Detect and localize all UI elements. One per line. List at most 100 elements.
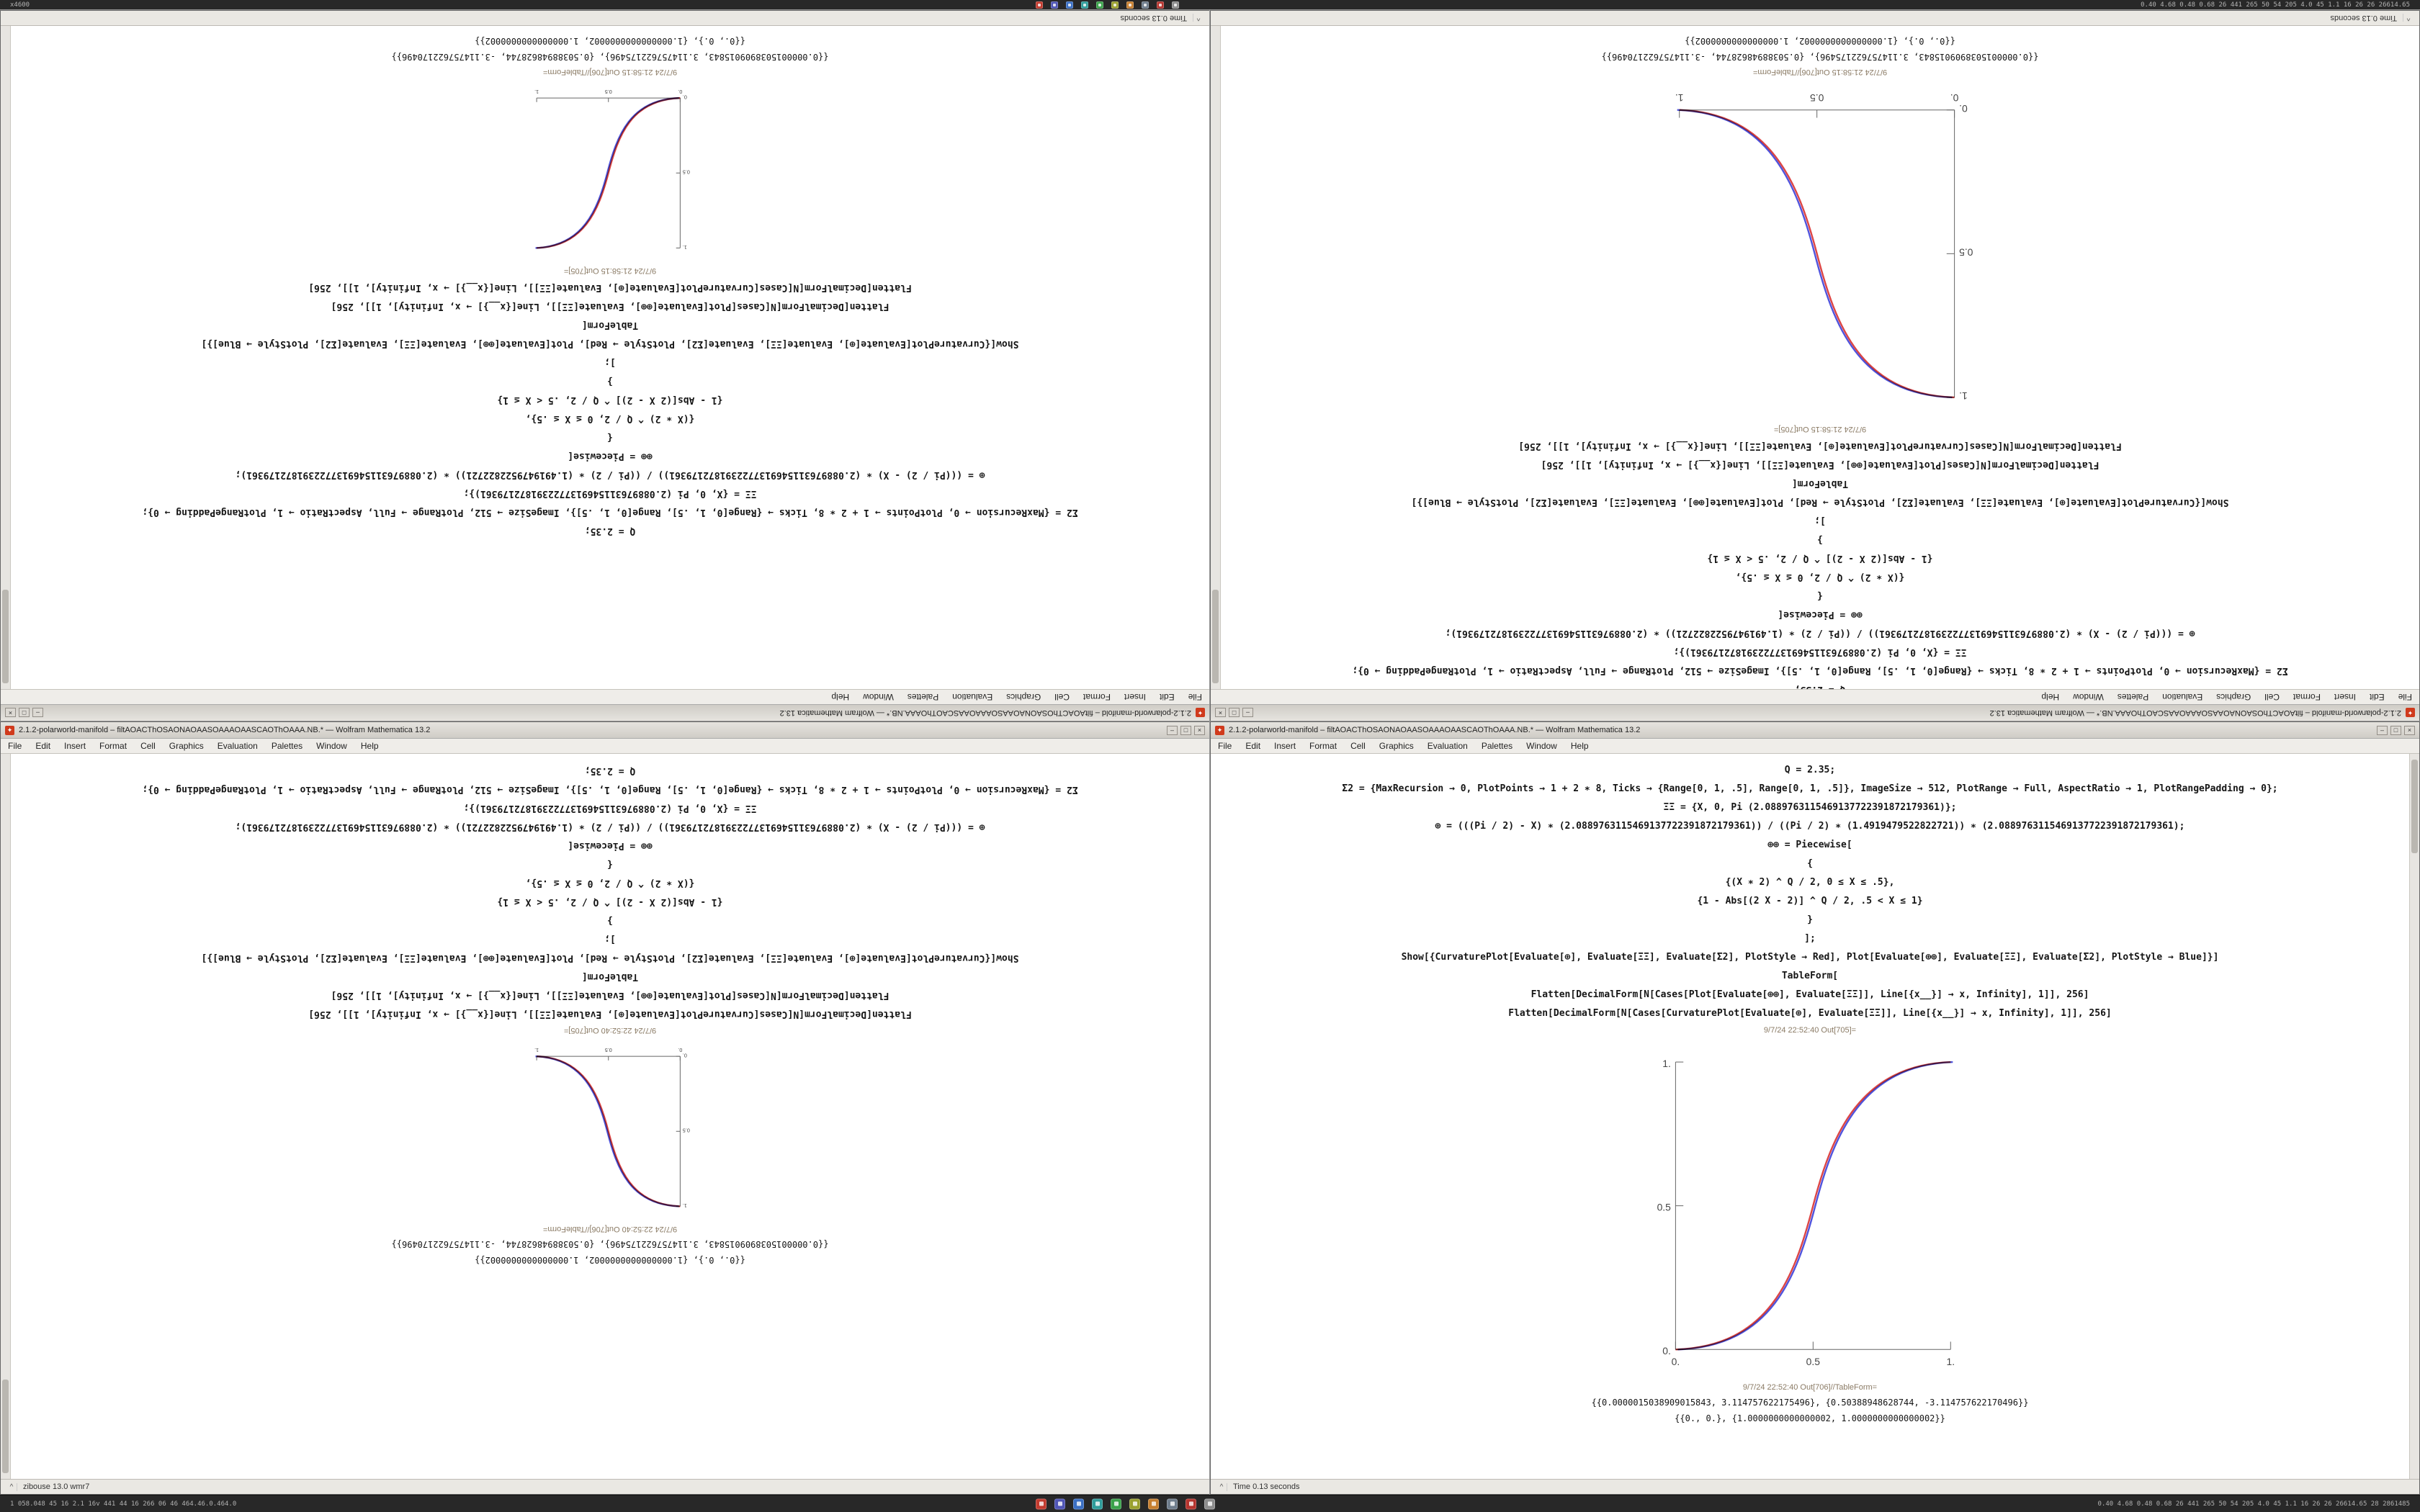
mathematica-window-bottom-right[interactable]: 2.1.2-polarworld-manifold – filtAOACThOS…	[1210, 721, 2420, 1495]
menu-palettes[interactable]: Palettes	[1481, 741, 1513, 751]
launcher-mail-olive-icon[interactable]	[1111, 1, 1119, 9]
maximize-button[interactable]: □	[1229, 708, 1240, 718]
minimize-button[interactable]: –	[1167, 725, 1178, 735]
status-expander[interactable]: ^	[6, 1482, 17, 1491]
notebook-content[interactable]: Q = 2.35; Σ2 = {MaxRecursion → 0, PlotPoi…	[11, 26, 1209, 689]
menu-help[interactable]: Help	[1570, 741, 1589, 751]
launcher-settings-slate-icon[interactable]	[1167, 1498, 1178, 1509]
menu-edit[interactable]: Edit	[2369, 692, 2385, 702]
menu-evaluation[interactable]: Evaluation	[1427, 741, 1468, 751]
launcher-files-teal-icon[interactable]	[1081, 1, 1088, 9]
maximize-button[interactable]: □	[2390, 725, 2401, 735]
maximize-button[interactable]: □	[1180, 725, 1191, 735]
notebook-content[interactable]: {{0., 0.}, {1.0000000000000002, 1.000000…	[11, 754, 1209, 1479]
menu-graphics[interactable]: Graphics	[169, 741, 204, 751]
minimize-button[interactable]: –	[1242, 708, 1253, 718]
launcher-chat-green-icon[interactable]	[1111, 1498, 1121, 1509]
menu-insert[interactable]: Insert	[1124, 692, 1146, 702]
launcher-app-indigo-icon[interactable]	[1054, 1498, 1065, 1509]
cell-flatten-1: Flatten[DecimalForm[N[Cases[Plot[Evaluat…	[1541, 459, 2099, 470]
menu-insert[interactable]: Insert	[64, 741, 86, 751]
minimize-button[interactable]: –	[2377, 725, 2388, 735]
window-titlebar[interactable]: 2.1.2-polarworld-manifold – filtAOACThOS…	[1211, 722, 2419, 739]
mathematica-window-top-right[interactable]: 2.1.2-polarworld-manifold – filtAOACThOS…	[1210, 10, 2420, 721]
scrollbar-thumb[interactable]	[2411, 760, 2418, 853]
menu-palettes[interactable]: Palettes	[907, 692, 939, 702]
menu-graphics[interactable]: Graphics	[1006, 692, 1041, 702]
scrollbar[interactable]	[1211, 26, 1221, 689]
menu-format[interactable]: Format	[2293, 692, 2321, 702]
close-button[interactable]: ×	[1215, 708, 1226, 718]
menu-cell[interactable]: Cell	[2264, 692, 2280, 702]
svg-text:0.: 0.	[683, 1052, 687, 1058]
cell-brace-close: }	[1817, 534, 1823, 545]
mathematica-window-top-left[interactable]: 2.1.2-polarworld-manifold – filtAOACThOS…	[0, 10, 1210, 721]
menu-edit[interactable]: Edit	[1159, 692, 1175, 702]
window-titlebar[interactable]: 2.1.2-polarworld-manifold – filtAOACThOS…	[1, 704, 1209, 721]
menu-window[interactable]: Window	[863, 692, 894, 702]
menu-cell[interactable]: Cell	[1054, 692, 1070, 702]
menu-window[interactable]: Window	[316, 741, 347, 751]
close-button[interactable]: ×	[1194, 725, 1205, 735]
launcher-app-gray-icon[interactable]	[1172, 1, 1179, 9]
menu-graphics[interactable]: Graphics	[2216, 692, 2251, 702]
scrollbar[interactable]	[1, 26, 11, 689]
menu-format[interactable]: Format	[1309, 741, 1337, 751]
launcher-files-teal-icon[interactable]	[1092, 1498, 1103, 1509]
menu-file[interactable]: File	[8, 741, 22, 751]
menu-graphics[interactable]: Graphics	[1379, 741, 1414, 751]
minimize-button[interactable]: –	[32, 708, 43, 718]
launcher-media-orange-icon[interactable]	[1148, 1498, 1159, 1509]
menu-cell[interactable]: Cell	[1350, 741, 1366, 751]
menu-help[interactable]: Help	[2041, 692, 2060, 702]
launcher-app-indigo-icon[interactable]	[1051, 1, 1058, 9]
scrollbar-thumb[interactable]	[2, 590, 9, 683]
menu-file[interactable]: File	[2398, 692, 2412, 702]
menu-insert[interactable]: Insert	[2334, 692, 2356, 702]
scrollbar-thumb[interactable]	[1212, 590, 1219, 683]
scrollbar[interactable]	[2409, 754, 2419, 1479]
menu-file[interactable]: File	[1218, 741, 1232, 751]
launcher-mail-olive-icon[interactable]	[1129, 1498, 1140, 1509]
menu-cell[interactable]: Cell	[140, 741, 156, 751]
menu-file[interactable]: File	[1188, 692, 1202, 702]
menu-insert[interactable]: Insert	[1274, 741, 1296, 751]
launcher-chat-green-icon[interactable]	[1096, 1, 1103, 9]
scrollbar[interactable]	[1, 754, 11, 1479]
launcher-editor-crimson-icon[interactable]	[1157, 1, 1164, 9]
launcher-terminal-red-icon[interactable]	[1036, 1498, 1047, 1509]
launcher-app-gray-icon[interactable]	[1204, 1498, 1215, 1509]
menu-evaluation[interactable]: Evaluation	[2162, 692, 2203, 702]
menu-edit[interactable]: Edit	[1245, 741, 1261, 751]
menu-palettes[interactable]: Palettes	[2117, 692, 2149, 702]
menu-evaluation[interactable]: Evaluation	[952, 692, 993, 702]
launcher-app-blue-icon[interactable]	[1073, 1498, 1084, 1509]
menu-help[interactable]: Help	[831, 692, 850, 702]
window-titlebar[interactable]: 2.1.2-polarworld-manifold – filtAOACThOS…	[1211, 704, 2419, 721]
status-expander[interactable]: ^	[2403, 14, 2414, 22]
cell-out-label-plot: 9/7/24 21:58:15 Out[705]=	[563, 266, 657, 275]
menu-evaluation[interactable]: Evaluation	[217, 741, 258, 751]
menu-window[interactable]: Window	[1526, 741, 1557, 751]
menu-format[interactable]: Format	[99, 741, 127, 751]
menu-palettes[interactable]: Palettes	[271, 741, 303, 751]
mathematica-window-bottom-left[interactable]: 2.1.2-polarworld-manifold – filtAOACThOS…	[0, 721, 1210, 1495]
notebook-content[interactable]: Q = 2.35; Σ2 = {MaxRecursion → 0, PlotPoi…	[1221, 26, 2419, 689]
menu-window[interactable]: Window	[2073, 692, 2104, 702]
close-button[interactable]: ×	[5, 708, 16, 718]
window-titlebar[interactable]: 2.1.2-polarworld-manifold – filtAOACThOS…	[1, 722, 1209, 739]
launcher-editor-crimson-icon[interactable]	[1186, 1498, 1196, 1509]
menu-format[interactable]: Format	[1083, 692, 1111, 702]
notebook-content[interactable]: Q = 2.35; Σ2 = {MaxRecursion → 0, PlotPoi…	[1211, 754, 2409, 1479]
close-button[interactable]: ×	[2404, 725, 2415, 735]
menu-edit[interactable]: Edit	[35, 741, 51, 751]
status-expander[interactable]: ^	[1216, 1482, 1227, 1491]
launcher-app-blue-icon[interactable]	[1066, 1, 1073, 9]
maximize-button[interactable]: □	[19, 708, 30, 718]
scrollbar-thumb[interactable]	[2, 1380, 9, 1473]
launcher-settings-slate-icon[interactable]	[1142, 1, 1149, 9]
status-expander[interactable]: ^	[1193, 14, 1204, 22]
menu-help[interactable]: Help	[360, 741, 379, 751]
launcher-terminal-red-icon[interactable]	[1036, 1, 1043, 9]
launcher-media-orange-icon[interactable]	[1126, 1, 1134, 9]
